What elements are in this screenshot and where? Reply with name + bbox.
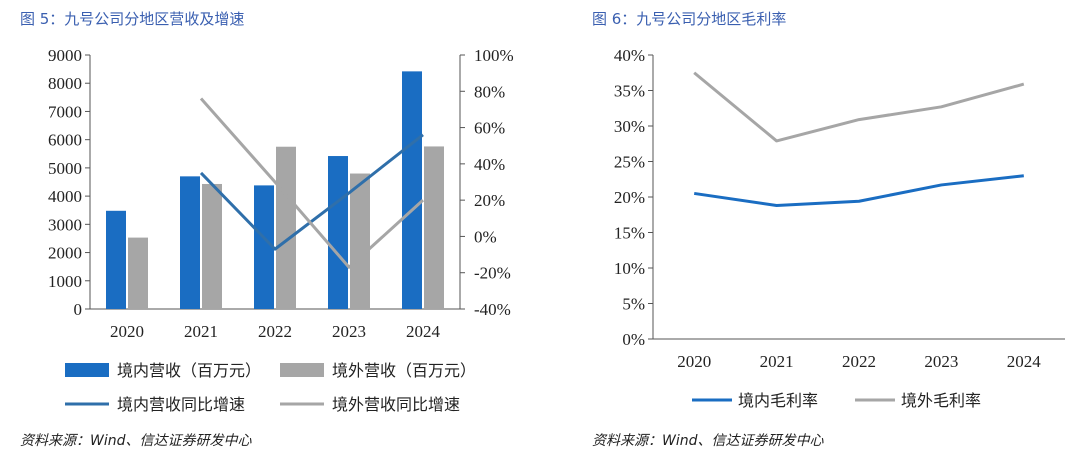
right-y-tick-label: 0%	[474, 227, 497, 246]
domestic-growth-line	[199, 133, 424, 251]
y-tick-label: 30%	[614, 117, 645, 136]
legend-label: 境内毛利率	[738, 391, 818, 410]
overseas-revenue-bar	[128, 237, 148, 309]
x-tick-label: 2023	[924, 352, 958, 371]
domestic-revenue-bar	[328, 156, 348, 309]
y-tick-label: 15%	[614, 224, 645, 243]
overseas-revenue-bar	[202, 183, 222, 309]
left-chart-panel: 图 5：九号公司分地区营收及增速 0 1000 2000 3000 4000 5000 60…	[20, 10, 514, 449]
y-tick-label: 5%	[622, 295, 645, 314]
right-y-tick-label: -20%	[474, 264, 511, 283]
y-tick-label: 20%	[614, 188, 645, 207]
x-tick-label: 2023	[332, 322, 366, 341]
x-tick-label: 2020	[110, 322, 144, 341]
domestic-revenue-bar	[402, 71, 422, 309]
x-tick-label: 2021	[184, 322, 218, 341]
left-y-tick-label: 5000	[48, 159, 82, 178]
x-tick-label: 2021	[760, 352, 794, 371]
revenue-growth-chart: 0 1000 2000 3000 4000 5000 6000 7000 8000 9000 -40…	[48, 46, 514, 414]
legend-label: 境外营收同比增速	[332, 395, 460, 414]
right-y-tick-label: -40%	[474, 300, 511, 319]
left-y-tick-label: 9000	[48, 46, 82, 65]
left-source-note: 资料来源：Wind、信达证券研发中心	[20, 433, 252, 449]
legend-swatch	[65, 363, 109, 377]
y-tick-label: 25%	[614, 153, 645, 172]
right-y-tick-label: 20%	[474, 191, 505, 210]
right-figure-title: 图 6：九号公司分地区毛利率	[592, 10, 787, 28]
left-y-tick-label: 6000	[48, 131, 82, 150]
y-tick-label: 10%	[614, 259, 645, 278]
right-chart-panel: 图 6：九号公司分地区毛利率 0% 5% 10% 15% 20% 25% 30% 35% 40%…	[580, 0, 1080, 465]
x-tick-label: 2024	[1007, 352, 1042, 371]
overseas-growth-line	[199, 97, 425, 269]
domestic-revenue-bar	[180, 176, 200, 309]
domestic-revenue-bar	[254, 185, 274, 309]
left-y-tick-label: 0	[74, 300, 83, 319]
gross-margin-chart: 0% 5% 10% 15% 20% 25% 30% 35% 40% 2020 2021 2022 202…	[614, 46, 1065, 410]
right-y-tick-label: 100%	[474, 46, 514, 65]
left-y-tick-label: 4000	[48, 187, 82, 206]
x-tick-label: 2020	[677, 352, 711, 371]
legend-label: 境外营收（百万元）	[332, 361, 476, 380]
x-tick-label: 2024	[406, 322, 441, 341]
y-tick-label: 40%	[614, 46, 645, 65]
overseas-margin-line	[693, 71, 1025, 143]
y-tick-label: 0%	[622, 330, 645, 349]
x-tick-label: 2022	[258, 322, 292, 341]
y-tick-label: 35%	[614, 82, 645, 101]
right-y-tick-label: 60%	[474, 119, 505, 138]
legend-label: 境外毛利率	[901, 391, 981, 410]
domestic-margin-line	[693, 174, 1024, 208]
left-y-tick-label: 8000	[48, 74, 82, 93]
overseas-revenue-bar	[424, 146, 444, 309]
right-y-tick-label: 80%	[474, 82, 505, 101]
left-y-tick-label: 7000	[48, 102, 82, 121]
overseas-revenue-bar	[350, 173, 370, 309]
left-y-tick-label: 3000	[48, 215, 82, 234]
legend-label: 境内营收（百万元）	[117, 361, 261, 380]
x-tick-label: 2022	[842, 352, 876, 371]
right-y-tick-label: 40%	[474, 155, 505, 174]
domestic-revenue-bar	[106, 210, 126, 309]
legend-label: 境内营收同比增速	[117, 395, 245, 414]
legend-swatch	[280, 363, 324, 377]
overseas-revenue-bar	[276, 146, 296, 309]
left-figure-title: 图 5：九号公司分地区营收及增速	[20, 10, 245, 28]
right-source-note: 资料来源：Wind、信达证券研发中心	[592, 433, 824, 449]
left-y-tick-label: 1000	[48, 272, 82, 291]
left-y-tick-label: 2000	[48, 244, 82, 263]
